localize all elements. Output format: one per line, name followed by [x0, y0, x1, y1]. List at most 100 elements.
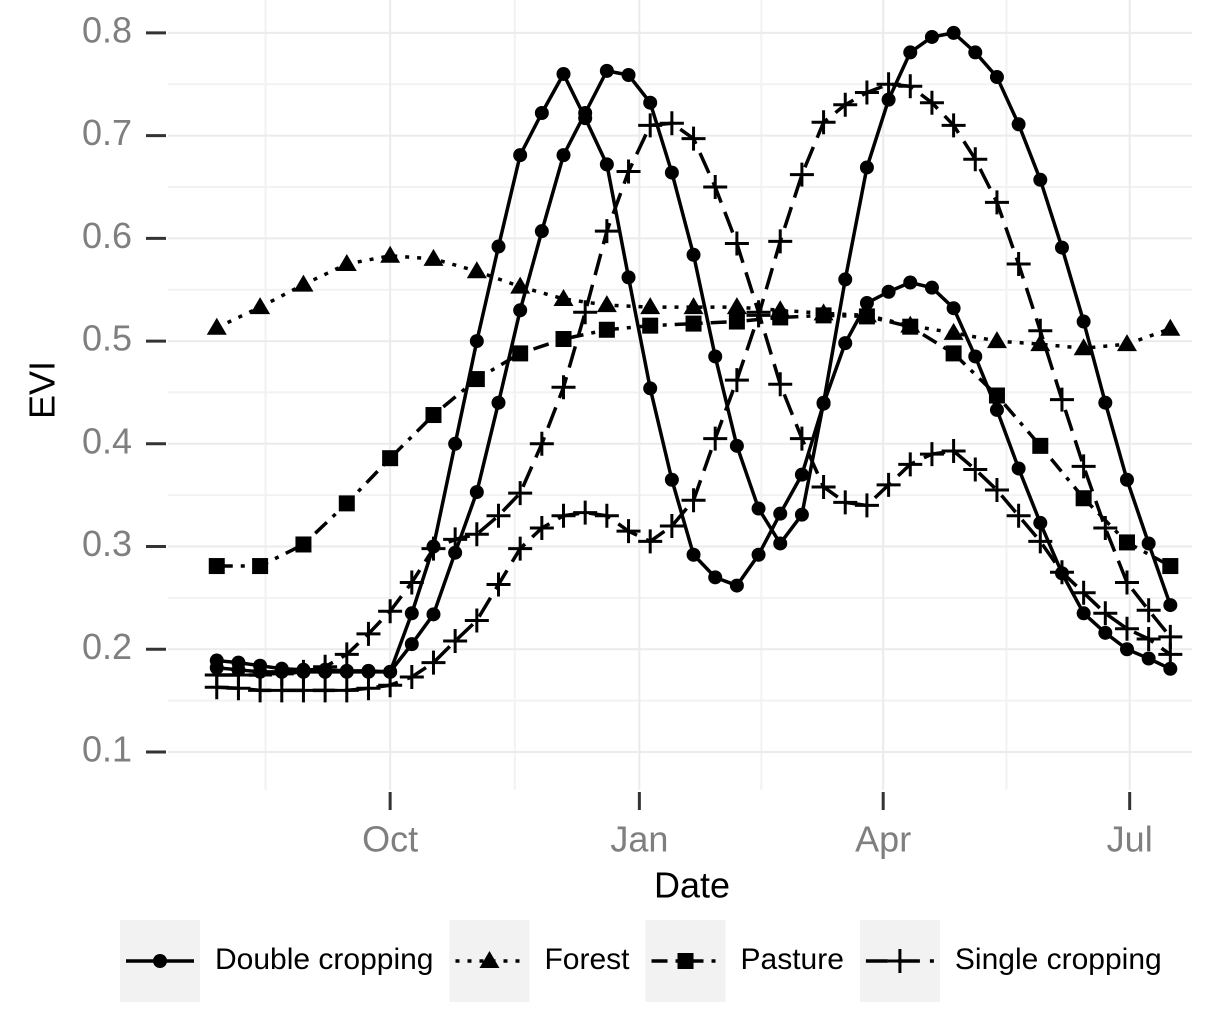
marker	[1071, 580, 1096, 605]
marker	[551, 503, 576, 528]
marker	[685, 315, 702, 332]
marker	[399, 570, 424, 595]
y-tick-label: 0.1	[82, 729, 132, 770]
marker	[508, 536, 533, 561]
marker	[291, 659, 316, 684]
marker	[356, 676, 381, 701]
marker	[941, 113, 966, 138]
marker	[1119, 472, 1134, 487]
marker	[573, 300, 598, 325]
marker	[708, 349, 723, 364]
marker	[1136, 598, 1161, 623]
marker	[1028, 529, 1053, 554]
marker	[1033, 172, 1048, 187]
marker	[226, 662, 251, 687]
marker	[1163, 598, 1178, 613]
marker	[984, 190, 1009, 215]
marker	[659, 513, 684, 538]
marker	[399, 664, 424, 689]
marker	[1163, 661, 1178, 676]
marker	[421, 536, 446, 561]
marker	[924, 29, 939, 44]
marker	[421, 650, 446, 675]
marker	[945, 345, 962, 362]
marker	[946, 301, 961, 316]
marker	[833, 92, 858, 117]
marker	[1032, 437, 1049, 454]
marker	[250, 297, 271, 315]
x-tick-label: Apr	[855, 819, 911, 860]
marker	[986, 331, 1007, 349]
marker	[336, 254, 357, 272]
marker	[1075, 490, 1092, 507]
marker	[708, 570, 723, 585]
marker	[946, 25, 961, 40]
marker	[1093, 601, 1118, 626]
marker	[378, 599, 403, 624]
marker	[252, 558, 269, 575]
marker	[443, 527, 468, 552]
marker	[248, 662, 273, 687]
marker	[596, 295, 617, 313]
marker	[1033, 515, 1048, 530]
marker	[751, 501, 766, 516]
marker	[1076, 606, 1091, 621]
marker	[479, 951, 500, 968]
marker	[423, 248, 444, 266]
marker	[703, 174, 728, 199]
marker	[659, 111, 684, 136]
marker	[664, 165, 679, 180]
x-tick-label: Oct	[362, 819, 418, 860]
marker	[380, 245, 401, 263]
marker	[794, 507, 809, 522]
marker	[902, 318, 919, 335]
marker	[898, 452, 923, 477]
marker	[556, 66, 571, 81]
marker	[989, 402, 1004, 417]
legend-label: Pasture	[741, 943, 844, 976]
marker	[382, 450, 399, 467]
marker	[876, 72, 901, 97]
line	[216, 72, 1172, 674]
marker	[426, 607, 441, 622]
marker	[510, 276, 531, 294]
marker	[469, 334, 484, 349]
marker	[989, 70, 1004, 85]
legend-item: Pasture	[645, 920, 844, 1002]
marker	[508, 481, 533, 506]
marker	[594, 503, 619, 528]
marker	[859, 160, 874, 175]
marker	[919, 90, 944, 115]
marker	[1071, 454, 1096, 479]
marker	[594, 219, 619, 244]
marker	[677, 953, 694, 969]
marker	[854, 80, 879, 105]
marker	[683, 297, 704, 315]
marker	[943, 322, 964, 340]
marker	[334, 678, 359, 703]
marker	[404, 637, 419, 652]
marker	[513, 303, 528, 318]
series	[208, 307, 1179, 575]
y-tick-label: 0.4	[82, 420, 132, 461]
marker	[491, 395, 506, 410]
marker	[361, 664, 376, 679]
y-tick-label: 0.8	[82, 9, 132, 50]
marker	[443, 629, 468, 654]
marker	[534, 224, 549, 239]
marker	[599, 157, 614, 172]
marker	[338, 495, 355, 512]
marker	[638, 529, 663, 554]
marker	[468, 371, 485, 388]
marker	[838, 272, 853, 287]
marker	[816, 395, 831, 410]
marker	[638, 113, 663, 138]
marker	[811, 474, 836, 499]
marker	[529, 431, 554, 456]
y-tick-label: 0.3	[82, 523, 132, 564]
marker	[640, 297, 661, 315]
marker	[664, 472, 679, 487]
marker	[448, 436, 463, 451]
marker	[1118, 534, 1135, 551]
